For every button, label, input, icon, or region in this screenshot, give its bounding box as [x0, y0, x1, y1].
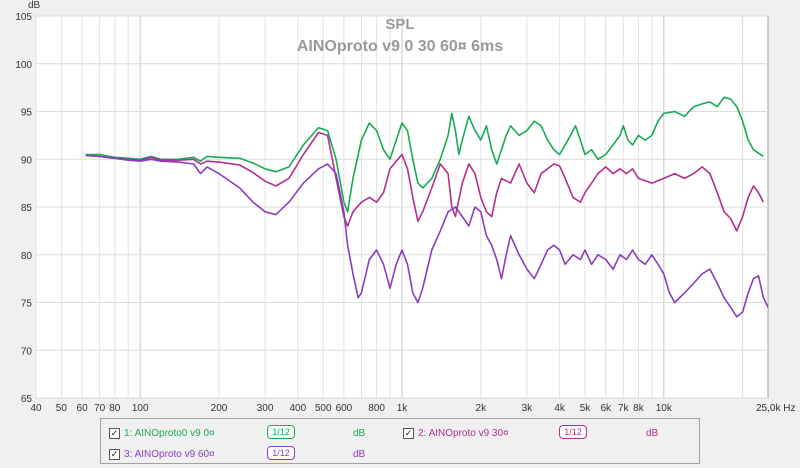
y-tick-label: 65 — [21, 394, 33, 405]
legend-label-1: 1: AINOproto0 v9 0¤ — [124, 427, 215, 439]
y-tick-label: 95 — [21, 108, 33, 119]
y-tick-label: 100 — [15, 60, 32, 71]
x-tick-label: 2k — [476, 403, 488, 414]
x-tick-label: 5k — [580, 403, 592, 414]
legend-checkbox-3[interactable]: ✓ — [109, 448, 120, 460]
x-tick-label: 70 — [94, 403, 106, 414]
legend-smoothing-2[interactable]: 1/12 — [553, 425, 593, 439]
chart-subtitle: AINOproto v9 0 30 60¤ 6ms — [297, 38, 503, 55]
x-tick-label: 40 — [30, 403, 42, 414]
legend-unit-3: dB — [353, 449, 366, 460]
legend-unit-1: dB — [353, 428, 366, 439]
legend-smoothing-3[interactable]: 1/12 — [261, 446, 301, 460]
legend-smoothing-1[interactable]: 1/12 — [261, 425, 301, 439]
legend-unit-2: dB — [646, 428, 659, 439]
x-tick-label: 200 — [211, 403, 228, 414]
x-tick-label: 1k — [397, 403, 409, 414]
y-tick-label: 75 — [21, 299, 33, 310]
x-tick-label: 7k — [618, 403, 630, 414]
x-tick-label: 500 — [315, 403, 332, 414]
y-tick-label: 85 — [21, 203, 33, 214]
x-tick-label: 4k — [554, 403, 566, 414]
series-lines — [85, 96, 769, 318]
y-tick-label: 90 — [21, 155, 33, 166]
x-tick-label: 10k — [656, 403, 673, 414]
x-tick-label: 600 — [336, 403, 353, 414]
y-axis-label: dB — [28, 0, 41, 11]
legend-checkbox-2[interactable]: ✓ — [403, 427, 414, 439]
x-tick-label: 60 — [77, 403, 89, 414]
y-tick-label: 70 — [21, 346, 33, 357]
x-tick-label: 300 — [257, 403, 274, 414]
grid — [35, 15, 768, 399]
y-tick-label: 80 — [21, 251, 33, 262]
legend-label-3: 3: AINOproto v9 60¤ — [124, 448, 215, 460]
series-line-1 — [85, 96, 764, 213]
x-tick-label: 50 — [56, 403, 68, 414]
chart-title: SPL — [385, 16, 414, 33]
x-tick-label: 3k — [522, 403, 534, 414]
x-tick-label: 100 — [132, 403, 149, 414]
legend: ✓ 1: AINOproto0 v9 0¤ 1/12 dB ✓ 2: AINOp… — [100, 418, 700, 464]
x-tick-label: 8k — [633, 403, 645, 414]
x-tick-label: 800 — [368, 403, 385, 414]
x-tick-label: 25,0k Hz — [756, 403, 795, 414]
series-line-2 — [85, 131, 765, 232]
legend-item-2[interactable]: ✓ 2: AINOproto v9 30¤ — [403, 424, 509, 442]
series-line-3 — [85, 154, 769, 318]
legend-item-1[interactable]: ✓ 1: AINOproto0 v9 0¤ — [109, 424, 215, 442]
y-tick-label: 105 — [15, 12, 32, 23]
legend-label-2: 2: AINOproto v9 30¤ — [418, 427, 509, 439]
legend-checkbox-1[interactable]: ✓ — [109, 427, 120, 439]
x-tick-label: 6k — [600, 403, 612, 414]
legend-item-3[interactable]: ✓ 3: AINOproto v9 60¤ — [109, 445, 215, 463]
x-tick-label: 80 — [109, 403, 121, 414]
x-tick-label: 400 — [289, 403, 306, 414]
